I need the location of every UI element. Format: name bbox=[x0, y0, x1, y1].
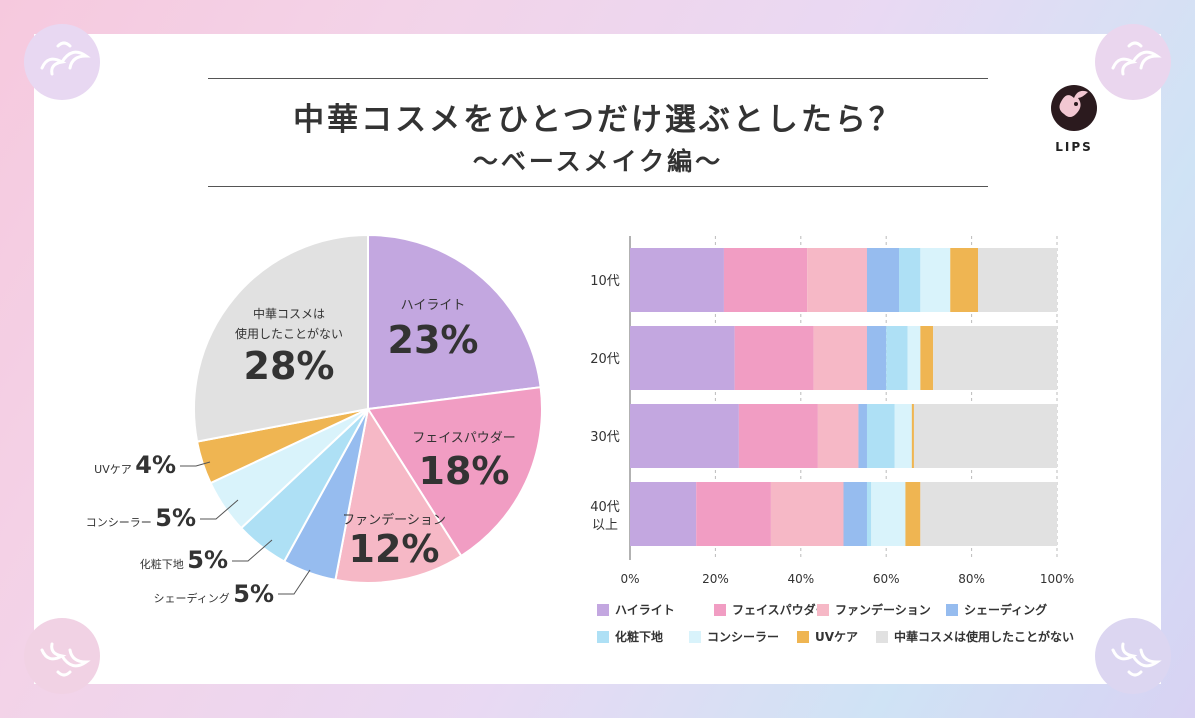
legend-label: シェーディング bbox=[964, 602, 1047, 617]
pie-value: 23% bbox=[388, 318, 479, 362]
legend-label: フェイスパウダー bbox=[732, 602, 828, 617]
bar-segment bbox=[907, 326, 921, 390]
bar-segment bbox=[871, 482, 906, 546]
bar-segment bbox=[723, 248, 808, 312]
bar-segment bbox=[886, 326, 908, 390]
pie-value: 18% bbox=[419, 449, 510, 493]
pie-label: ファンデーション bbox=[342, 512, 446, 528]
x-tick-label: 80% bbox=[958, 572, 985, 586]
logo-text: LIPS bbox=[1055, 140, 1093, 154]
bar-segment bbox=[920, 326, 934, 390]
y-category-label: 30代 bbox=[590, 430, 620, 445]
y-category-label: 40代 bbox=[590, 500, 620, 515]
bar-segment bbox=[807, 248, 867, 312]
legend-swatch bbox=[597, 631, 609, 643]
legend-label: ハイライト bbox=[615, 603, 675, 617]
pie-outside-label: シェーディング 5% bbox=[154, 580, 274, 608]
pie-slice bbox=[366, 386, 543, 558]
bar-segment bbox=[913, 404, 1057, 468]
x-tick-label: 0% bbox=[620, 572, 639, 586]
pie-label: 中華コスメは bbox=[253, 306, 325, 321]
bar-segment bbox=[630, 482, 697, 546]
pie-slice bbox=[334, 406, 463, 584]
title-top-rule bbox=[208, 78, 988, 79]
bar-segment bbox=[920, 248, 951, 312]
page-subtitle: 〜ベースメイク編〜 bbox=[472, 147, 724, 176]
y-category-label: 以上 bbox=[592, 518, 618, 533]
legend-swatch bbox=[946, 604, 958, 616]
bar-segment bbox=[630, 404, 739, 468]
pie-value: 12% bbox=[349, 527, 440, 571]
lips-deer-icon bbox=[1051, 85, 1097, 131]
legend-swatch bbox=[714, 604, 726, 616]
legend-swatch bbox=[597, 604, 609, 616]
legend-swatch bbox=[876, 631, 888, 643]
legend-swatch bbox=[689, 631, 701, 643]
bar-segment bbox=[630, 248, 724, 312]
pie-label: 使用したことがない bbox=[235, 326, 343, 341]
bar-segment bbox=[920, 482, 1057, 546]
bar-segment bbox=[866, 404, 895, 468]
x-tick-label: 60% bbox=[873, 572, 900, 586]
pie-outside-label: 化粧下地 5% bbox=[140, 546, 228, 574]
legend-label: 中華コスメは使用したことがない bbox=[894, 629, 1074, 644]
page-title: 中華コスメをひとつだけ選ぶとしたら？ bbox=[293, 102, 903, 138]
corner-flourish-icon bbox=[24, 618, 100, 694]
y-category-label: 20代 bbox=[590, 352, 620, 367]
bar-segment bbox=[905, 482, 921, 546]
corner-flourish-icon bbox=[1095, 24, 1171, 100]
bar-segment bbox=[696, 482, 771, 546]
pie-leader-line bbox=[232, 539, 273, 562]
bar-segment bbox=[858, 404, 867, 468]
pie-outside-label: UVケア 4% bbox=[94, 451, 176, 479]
y-category-label: 10代 bbox=[590, 274, 620, 289]
pie-leader-line bbox=[278, 569, 311, 595]
bar-segment bbox=[950, 248, 979, 312]
legend-label: 化粧下地 bbox=[615, 629, 663, 644]
bar-segment bbox=[770, 482, 844, 546]
lips-logo: LIPS bbox=[1046, 82, 1102, 154]
bar-segment bbox=[843, 482, 867, 546]
bar-segment bbox=[899, 248, 921, 312]
title-bottom-rule bbox=[208, 186, 988, 187]
pie-label: フェイスパウダー bbox=[412, 431, 516, 446]
bar-segment bbox=[933, 326, 1057, 390]
bar-segment bbox=[978, 248, 1057, 312]
bar-segment bbox=[866, 326, 887, 390]
legend-swatch bbox=[817, 604, 829, 616]
corner-flourish-icon bbox=[1095, 618, 1171, 694]
pie-slice bbox=[193, 233, 369, 443]
x-tick-label: 40% bbox=[787, 572, 814, 586]
legend-swatch bbox=[797, 631, 809, 643]
pie-label: ハイライト bbox=[401, 298, 466, 313]
pie-leader-line bbox=[200, 499, 239, 520]
bar-segment bbox=[866, 248, 900, 312]
bar-segment bbox=[866, 482, 872, 546]
legend-label: コンシーラー bbox=[707, 630, 779, 644]
bar-segment bbox=[817, 404, 859, 468]
pie-value: 28% bbox=[244, 344, 335, 388]
bar-segment bbox=[734, 326, 814, 390]
bar-segment bbox=[911, 404, 914, 468]
pie-leader-line bbox=[180, 461, 211, 467]
bar-segment bbox=[738, 404, 818, 468]
pie-chart bbox=[193, 233, 543, 584]
bar-segment bbox=[894, 404, 912, 468]
bar-segment bbox=[630, 326, 735, 390]
x-tick-label: 100% bbox=[1040, 572, 1074, 586]
pie-outside-label: コンシーラー 5% bbox=[86, 504, 196, 532]
corner-flourish-icon bbox=[24, 24, 100, 100]
legend-label: ファンデーション bbox=[835, 602, 931, 617]
x-tick-label: 20% bbox=[702, 572, 729, 586]
bar-segment bbox=[813, 326, 867, 390]
bar-chart bbox=[629, 236, 1058, 560]
legend-label: UVケア bbox=[815, 630, 858, 644]
pie-slice bbox=[367, 233, 542, 411]
